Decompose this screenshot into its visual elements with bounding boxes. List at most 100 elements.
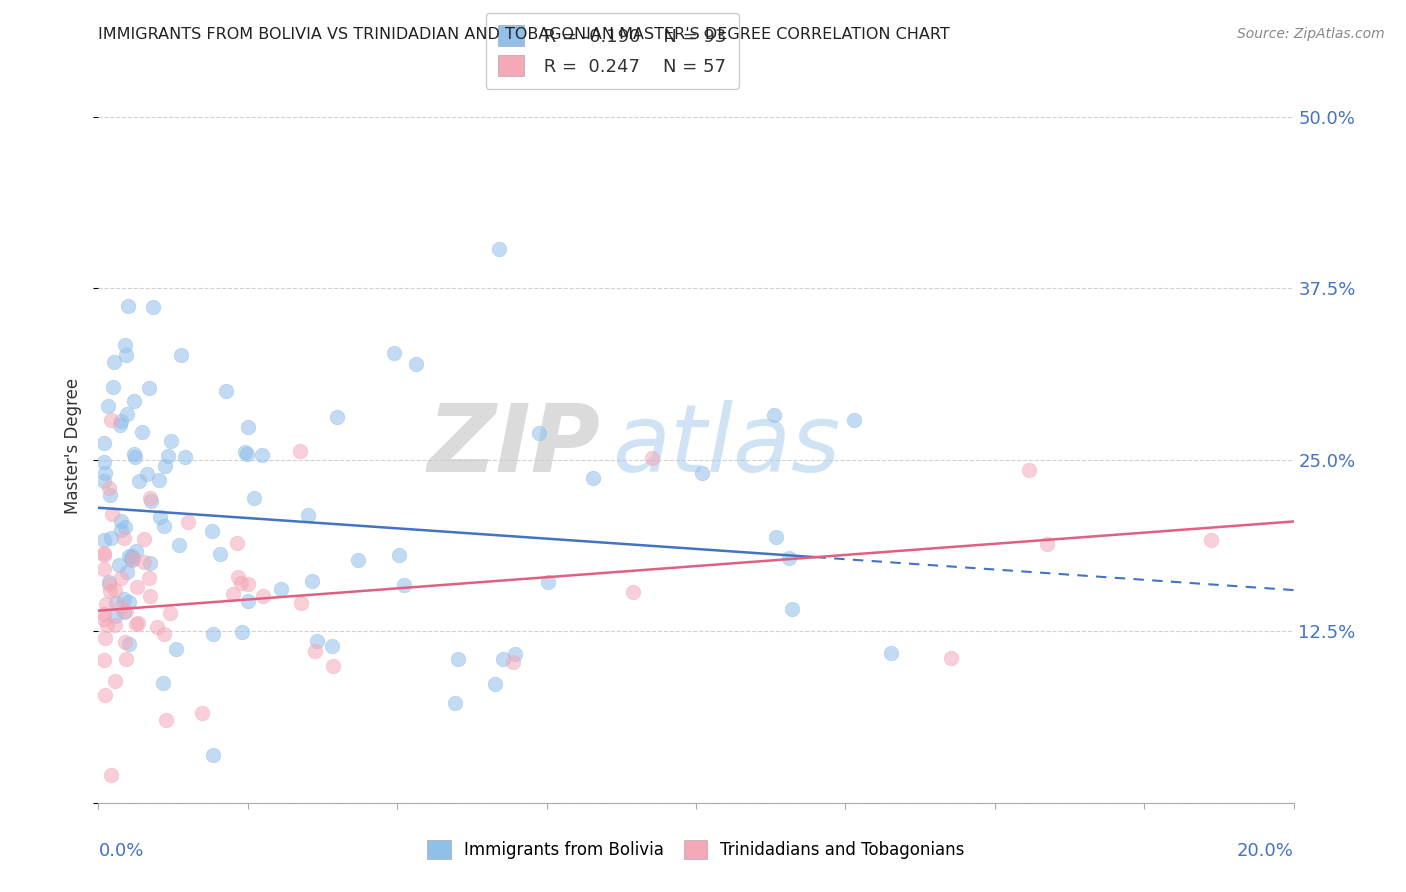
Point [94,466,117,480]
Point [121,552,143,566]
Point [153,459,176,474]
Point [128,474,150,488]
Point [114,338,136,352]
Point [1018,463,1040,477]
Point [191,706,214,720]
Point [117,407,139,421]
Point [444,696,467,710]
Point [621,585,644,599]
Point [98,577,121,591]
Point [93,546,115,560]
Point [690,466,713,480]
Point [104,608,127,623]
Point [138,571,160,585]
Point [104,673,127,688]
Point [201,524,224,538]
Point [97,399,120,413]
Point [392,578,415,592]
Point [484,677,506,691]
Point [93,533,115,547]
Point [110,523,132,537]
Point [880,646,903,660]
Point [322,659,344,673]
Point [124,450,146,464]
Point [238,576,260,591]
Point [131,425,153,440]
Text: atlas: atlas [613,401,841,491]
Point [98,574,121,589]
Point [122,447,145,461]
Point [226,570,249,584]
Point [167,538,190,552]
Text: 0.0%: 0.0% [98,842,143,860]
Point [108,417,131,432]
Point [115,651,138,665]
Point [447,652,470,666]
Point [502,656,524,670]
Point [290,596,312,610]
Point [110,413,132,427]
Point [117,300,139,314]
Point [231,575,253,590]
Point [537,575,560,590]
Point [492,652,515,666]
Point [250,448,273,462]
Point [122,552,145,566]
Point [148,474,170,488]
Point [127,615,149,630]
Point [236,447,259,461]
Point [138,556,160,570]
Point [765,530,787,544]
Point [301,574,323,588]
Point [96,618,118,632]
Point [388,548,411,562]
Point [97,481,120,495]
Point [325,409,347,424]
Point [112,605,135,619]
Point [304,643,326,657]
Point [125,616,148,631]
Point [252,589,274,603]
Point [100,531,122,545]
Point [1199,533,1222,548]
Point [98,488,121,502]
Text: 20.0%: 20.0% [1237,842,1294,860]
Point [100,768,122,782]
Legend: Immigrants from Bolivia, Trinidadians and Tobagonians: Immigrants from Bolivia, Trinidadians an… [420,833,972,866]
Point [132,556,155,570]
Point [93,474,115,488]
Point [641,451,664,466]
Point [505,647,527,661]
Point [114,520,136,534]
Point [122,394,145,409]
Point [1036,537,1059,551]
Point [488,242,510,256]
Point [108,558,131,573]
Point [233,444,256,458]
Point [297,508,319,522]
Point [155,713,177,727]
Point [138,590,160,604]
Point [94,688,117,702]
Point [98,583,121,598]
Point [159,434,181,448]
Point [149,510,172,524]
Point [321,639,343,653]
Point [405,357,427,371]
Point [112,532,135,546]
Point [110,514,132,528]
Point [110,571,132,585]
Point [159,607,181,621]
Point [305,633,328,648]
Point [138,381,160,395]
Point [222,587,245,601]
Point [146,620,169,634]
Point [231,625,253,640]
Point [382,346,405,360]
Text: IMMIGRANTS FROM BOLIVIA VS TRINIDADIAN AND TOBAGONIAN MASTER'S DEGREE CORRELATIO: IMMIGRANTS FROM BOLIVIA VS TRINIDADIAN A… [98,27,950,42]
Point [141,493,163,508]
Point [290,444,312,458]
Point [243,491,266,505]
Text: ZIP: ZIP [427,400,600,492]
Point [104,582,127,597]
